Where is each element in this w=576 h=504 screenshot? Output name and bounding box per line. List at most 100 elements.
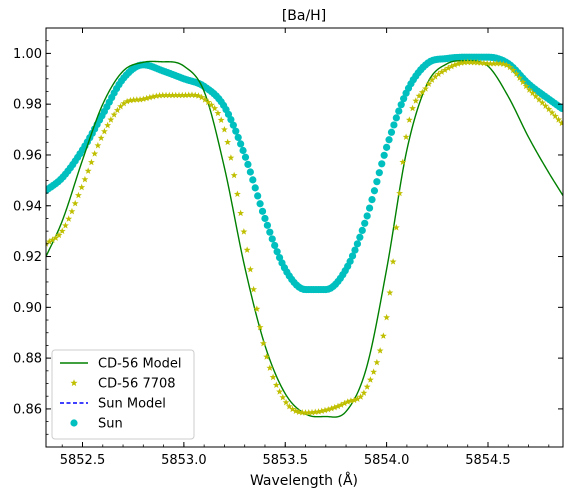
cd56-7708-point xyxy=(402,133,410,140)
cd56-7708-point xyxy=(512,70,520,77)
sun-point xyxy=(385,136,393,144)
cd56-7708-point xyxy=(220,125,228,133)
plot-area xyxy=(46,53,563,418)
cd56-7708-point xyxy=(383,313,391,321)
x-tick-label: 5854.0 xyxy=(364,453,410,468)
chart-title: [Ba/H] xyxy=(282,8,326,24)
cd56-7708-point xyxy=(224,138,232,146)
cd56-7708-point xyxy=(480,59,488,67)
cd56-7708-point xyxy=(422,85,429,92)
sun-point xyxy=(387,128,396,136)
cd56-7708-point xyxy=(431,73,439,80)
plot-frame xyxy=(45,27,564,448)
sun-point xyxy=(273,248,281,256)
cd56-7708-point xyxy=(227,154,235,161)
legend-label: CD-56 7708 xyxy=(98,377,176,392)
sun-point xyxy=(397,101,405,109)
sun-point xyxy=(227,115,235,124)
cd56-7708-point xyxy=(289,405,296,413)
cd56-7708-point xyxy=(107,116,115,123)
sun-point xyxy=(368,195,376,204)
cd56-7708-point xyxy=(204,98,212,106)
cd56-7708-point xyxy=(435,70,442,78)
sun-point xyxy=(266,228,274,236)
cd56-7708-point xyxy=(292,407,300,414)
legend-entry-sun: Sun xyxy=(70,417,123,432)
sun-point xyxy=(249,176,257,184)
cd56-7708-point xyxy=(81,175,89,183)
cd56-7708-point xyxy=(217,116,225,124)
cd56-7708-point xyxy=(467,58,475,66)
cd56-7708-point xyxy=(558,119,563,127)
cd56-7708-point xyxy=(350,396,358,404)
cd56-7708-point xyxy=(353,395,361,402)
cd56-7708-point xyxy=(474,59,481,66)
cd56-7708-point xyxy=(548,109,556,116)
sun-point xyxy=(390,121,398,129)
cd56-7708-point xyxy=(529,89,537,97)
sun-point xyxy=(251,184,259,192)
x-tick-label: 5854.5 xyxy=(465,453,511,468)
sun-point xyxy=(229,121,237,129)
cd56-7708-point xyxy=(366,376,374,383)
cd56-7708-point xyxy=(392,223,400,231)
cd56-7708-point xyxy=(438,68,446,75)
cd56-7708-point xyxy=(499,60,507,67)
cd56-7708-point xyxy=(195,92,202,99)
cd56-7708-point xyxy=(113,106,121,114)
legend-label: Sun Model xyxy=(98,397,166,412)
cd56-7708-point xyxy=(78,183,86,191)
sun-point xyxy=(373,178,381,186)
legend-label: CD-56 Model xyxy=(98,357,181,372)
legend: CD-56 Model CD-56 7708 Sun Model Sun xyxy=(51,349,195,440)
cd56-7708-point xyxy=(49,236,56,243)
cd56-7708-point xyxy=(259,339,267,347)
cd56-7708-point xyxy=(405,116,413,123)
legend-box xyxy=(51,349,195,440)
sun-point xyxy=(241,153,250,161)
cd56-7708-point xyxy=(551,112,559,120)
cd56-7708-point xyxy=(370,368,378,375)
cd56-7708-point xyxy=(211,104,219,112)
cd56-7708-point xyxy=(266,364,274,371)
cd56-7708-point xyxy=(237,209,245,217)
cd56-7708-point xyxy=(159,91,167,99)
cd56-7708-point xyxy=(133,96,141,103)
cd56-7708-point xyxy=(486,60,494,67)
cd56-7708-point xyxy=(100,127,108,135)
cd56-7708-point xyxy=(555,116,562,123)
sun-point xyxy=(392,114,400,122)
cd56-7708-point xyxy=(341,399,348,407)
cd56-7708-point xyxy=(295,408,303,416)
cd56-7708-point xyxy=(328,404,335,412)
cd56-7708-point xyxy=(386,289,394,296)
cd56-7708-point xyxy=(360,389,368,396)
cd56-7708-point xyxy=(428,76,436,83)
sun-point xyxy=(275,253,284,262)
sun-point xyxy=(361,219,369,227)
cd56-7708-point xyxy=(256,323,264,331)
cd56-7708-point xyxy=(337,401,345,408)
cd56-7708-point xyxy=(110,111,118,118)
cd56-7708-point xyxy=(464,58,472,66)
cd56-7708-point xyxy=(532,92,540,100)
cd56-7708-point xyxy=(509,66,517,74)
x-tick-label: 5852.5 xyxy=(60,453,106,468)
legend-entry-sun-model: Sun Model xyxy=(60,397,166,412)
cd56-7708-point xyxy=(331,403,339,411)
cd56-7708-point xyxy=(279,393,287,401)
cd56-7708-point xyxy=(269,373,277,381)
cd56-7708-point xyxy=(318,407,326,415)
sun-point xyxy=(261,214,269,223)
sun-point xyxy=(395,107,403,115)
cd56-7708-point xyxy=(396,189,404,197)
cd56-7708-point xyxy=(120,99,128,107)
cd56-7708-point xyxy=(75,191,82,199)
sun-point xyxy=(237,140,245,148)
cd56-7708-point xyxy=(87,158,95,166)
sun-point xyxy=(375,169,383,177)
cd56-7708-point xyxy=(542,102,549,109)
cd56-7708-point xyxy=(139,95,147,103)
cd56-7708-point xyxy=(165,91,173,99)
legend-entry-cd56-7708: CD-56 7708 xyxy=(70,377,176,392)
